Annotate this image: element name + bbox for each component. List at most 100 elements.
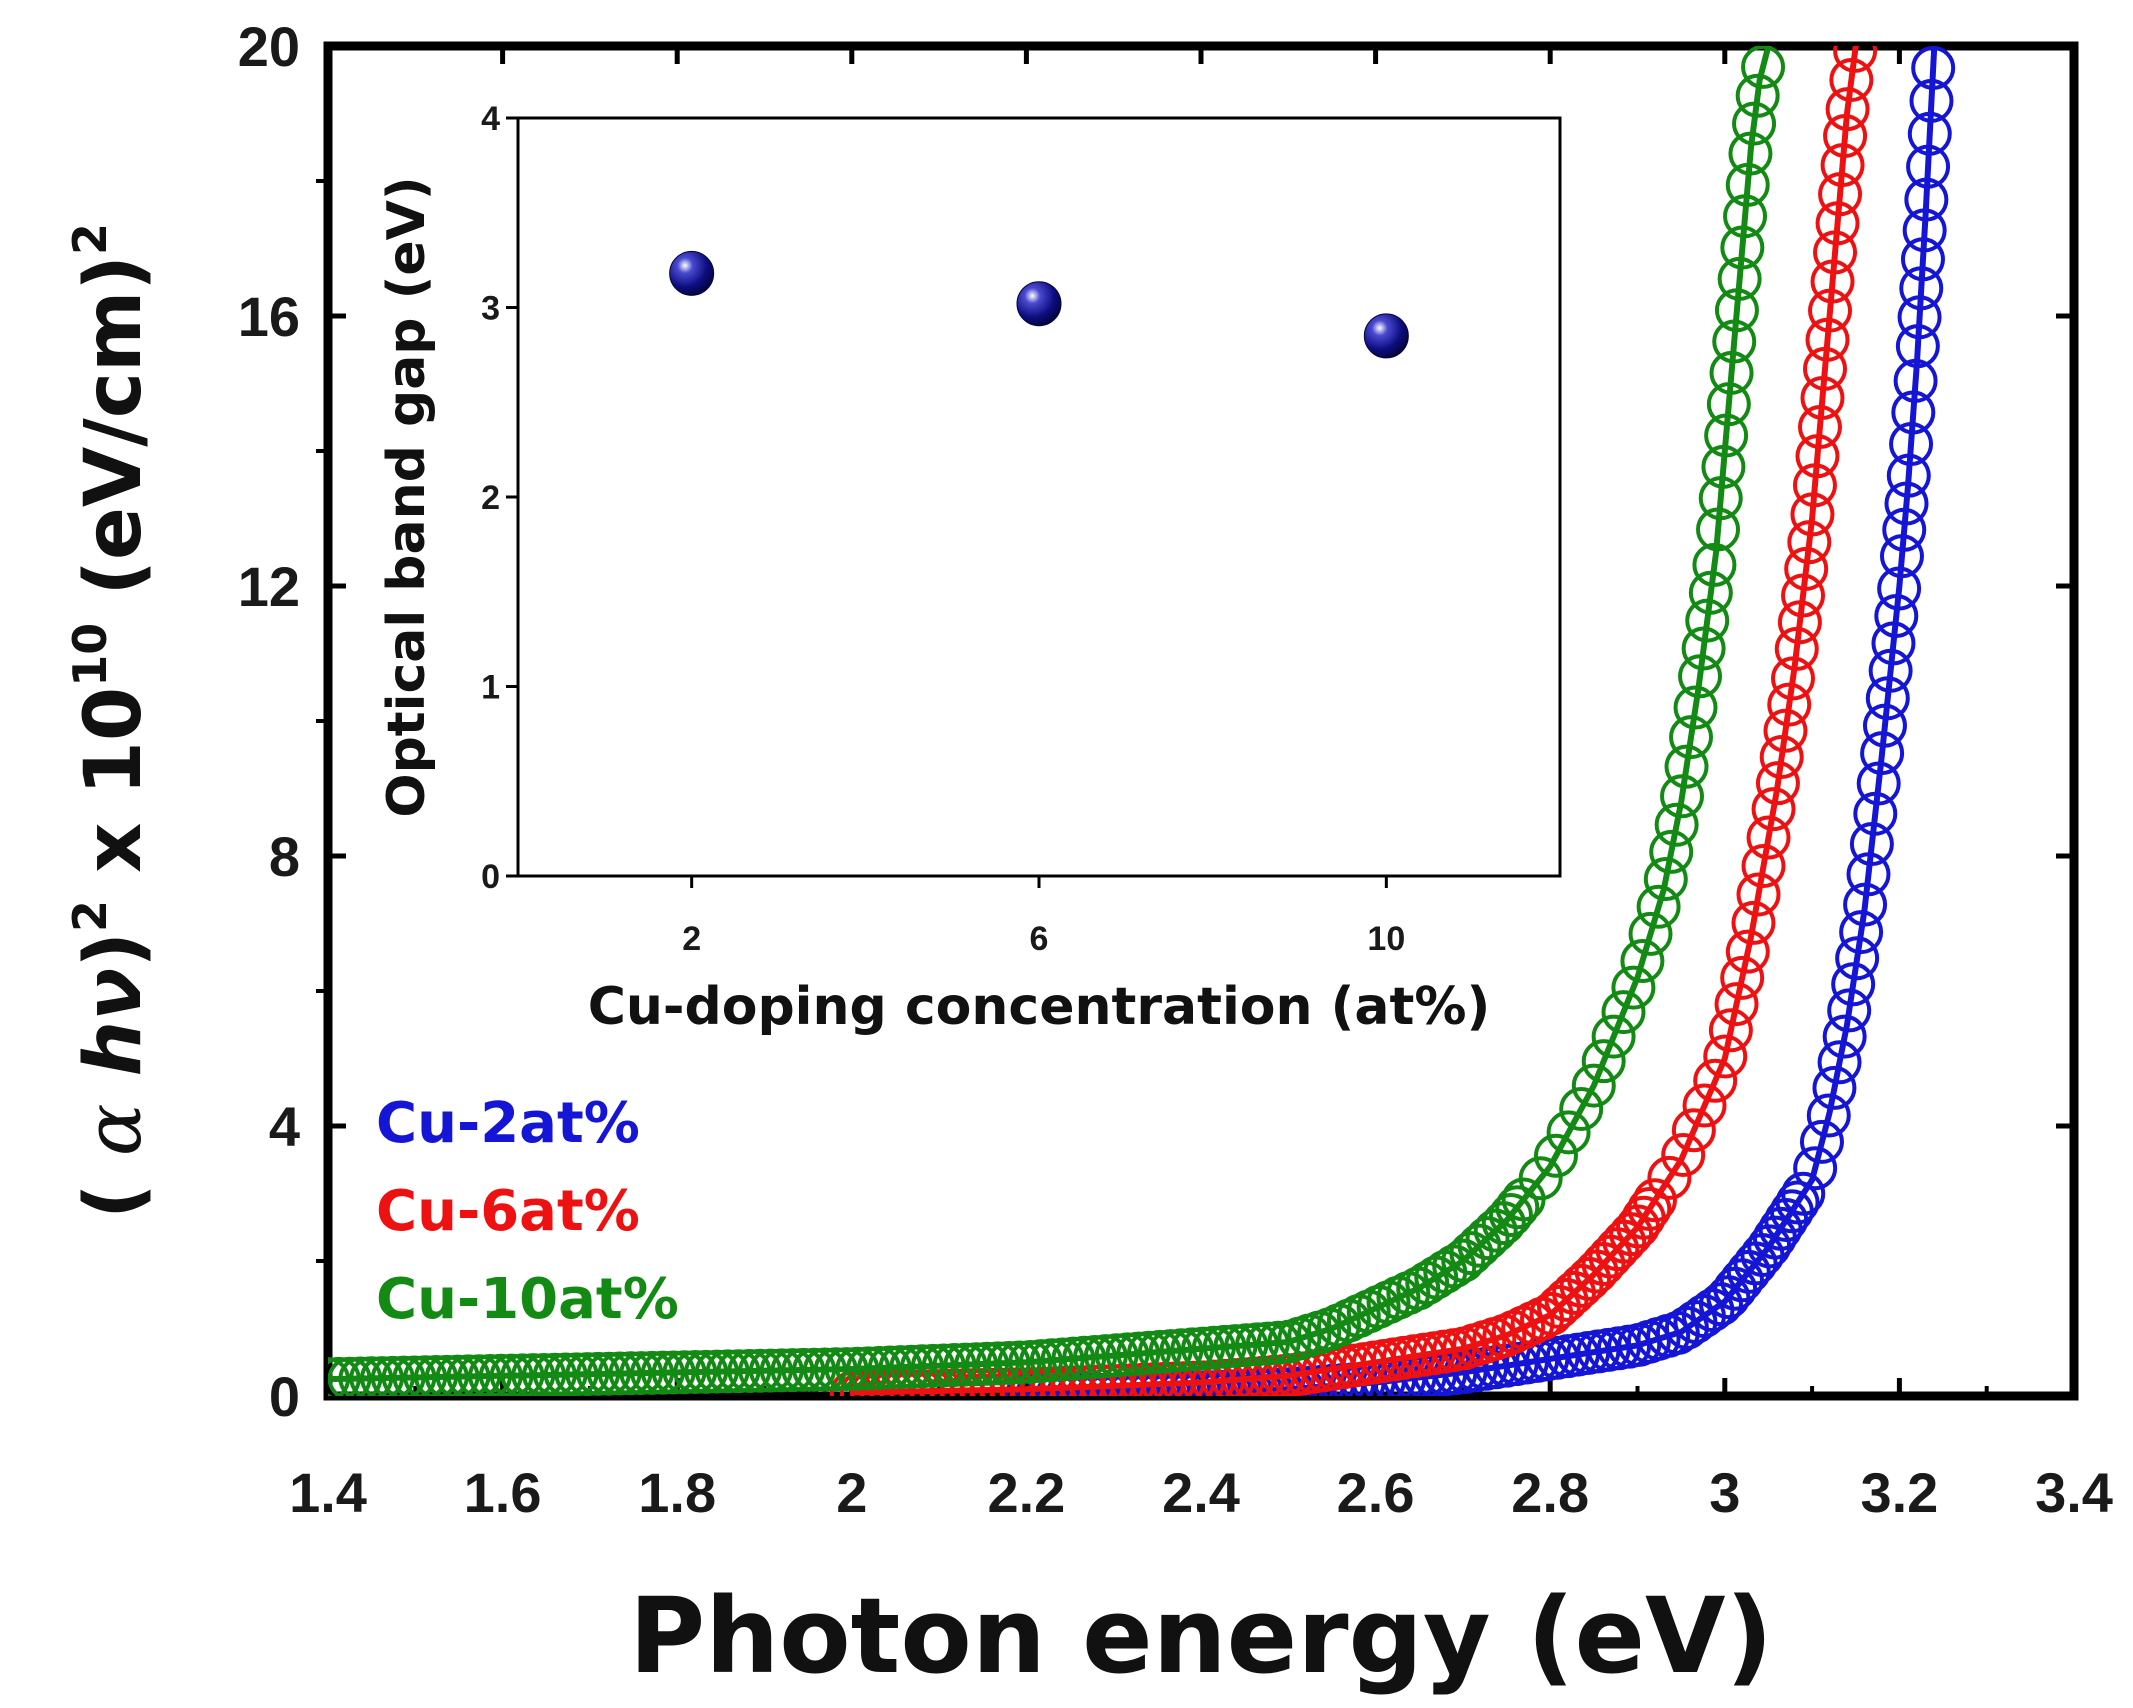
inset-point <box>669 250 715 296</box>
inset-x-tick-label: 6 <box>1030 920 1049 958</box>
data-point <box>1661 1133 1706 1178</box>
data-point <box>1831 962 1876 1007</box>
data-point <box>1571 1063 1616 1108</box>
ylabel-alpha: α <box>69 1103 159 1156</box>
data-point <box>1736 872 1781 917</box>
fit-line <box>851 46 1859 1396</box>
data-point <box>1682 1083 1727 1128</box>
data-point <box>1581 1039 1626 1084</box>
data-point <box>1654 802 1699 847</box>
data-point <box>1533 1133 1578 1178</box>
data-point <box>1741 843 1786 888</box>
inset-y-tick-label: 3 <box>481 290 500 328</box>
data-point <box>1671 1108 1716 1153</box>
inset-points-group <box>669 250 1409 359</box>
data-point <box>1839 910 1884 955</box>
main-y-tick-label: 0 <box>269 1365 300 1428</box>
main-x-tick-label: 3.2 <box>1860 1461 1938 1524</box>
data-point <box>1636 884 1681 929</box>
data-point <box>1518 1156 1563 1201</box>
data-point <box>1827 988 1872 1033</box>
inset-plot-frame <box>516 116 1562 878</box>
ylabel-hv: hν <box>69 968 159 1104</box>
data-point <box>1611 965 1656 1010</box>
data-point <box>1627 1186 1672 1231</box>
inset-y-axis-label: Optical band gap (eV) <box>377 176 437 817</box>
data-point <box>1449 1231 1494 1276</box>
main-x-tick-label: 2.8 <box>1511 1461 1589 1524</box>
inset-x-tick-labels: 2 6 10 <box>682 920 1405 958</box>
data-point <box>1703 1034 1748 1079</box>
inset-y-tick-label: 4 <box>481 100 500 138</box>
series-cu-6at- <box>829 46 1878 1396</box>
data-point <box>1793 1146 1838 1191</box>
main-y-tick-labels: 0 4 8 12 16 20 <box>238 15 300 1428</box>
data-point <box>1649 829 1694 874</box>
data-point <box>1835 936 1880 981</box>
main-x-tick-label: 1.8 <box>638 1461 716 1524</box>
main-y-tick-label: 12 <box>238 555 300 618</box>
main-x-tick-label: 2.4 <box>1162 1461 1240 1524</box>
data-point <box>1546 1110 1591 1155</box>
inset-x-axis-label: Cu-doping concentration (at%) <box>588 977 1490 1037</box>
main-y-tick-label: 20 <box>238 15 300 78</box>
inset-background <box>518 118 1560 876</box>
legend-entry-cu-2at: Cu-2at% <box>376 1091 640 1156</box>
ylabel-mid: x 10 <box>69 687 159 900</box>
data-point <box>1720 955 1765 1000</box>
data-point <box>1632 1178 1677 1223</box>
main-x-tick-label: 1.4 <box>289 1461 367 1524</box>
data-point <box>1457 1223 1502 1268</box>
main-x-tick-labels: 1.4 1.6 1.8 2 2.2 2.4 2.6 2.8 3 3.2 3.4 <box>289 1461 2113 1524</box>
ylabel-unit: (eV/cm) <box>69 255 159 623</box>
data-point <box>1495 1185 1540 1230</box>
data-point <box>1465 1216 1510 1261</box>
ylabel-close: ) <box>69 932 159 968</box>
data-point <box>1620 939 1665 984</box>
data-point <box>1488 1193 1533 1238</box>
inset-point <box>1363 313 1409 359</box>
main-x-tick-label: 3 <box>1709 1461 1740 1524</box>
data-point <box>1822 1014 1867 1059</box>
inset-y-tick-label: 1 <box>481 669 500 707</box>
data-point <box>1775 1180 1820 1225</box>
legend-entry-cu-10at: Cu-10at% <box>376 1267 679 1332</box>
data-point <box>1806 1093 1851 1138</box>
inset-y-tick-label: 2 <box>481 479 500 517</box>
ylabel-sup1: 2 <box>63 900 117 932</box>
main-series-group <box>328 46 1956 1396</box>
main-x-tick-label: 2.6 <box>1337 1461 1415 1524</box>
data-point <box>1741 46 1786 89</box>
legend-entry-cu-6at: Cu-6at% <box>376 1179 640 1244</box>
inset-x-tick-label: 10 <box>1367 920 1405 958</box>
data-point <box>1601 990 1646 1035</box>
data-point <box>1441 1238 1486 1283</box>
inset-point <box>1016 281 1062 327</box>
main-x-axis-label: Photon energy (eV) <box>629 1575 1773 1697</box>
main-y-tick-label: 16 <box>238 285 300 348</box>
data-point <box>1591 1014 1636 1059</box>
inset-y-tick-labels: 0 1 2 3 4 <box>481 100 500 896</box>
main-y-tick-label: 4 <box>269 1095 300 1158</box>
data-point <box>1628 911 1673 956</box>
ylabel-sup2: 10 <box>63 623 117 687</box>
main-x-tick-label: 1.6 <box>464 1461 542 1524</box>
data-point <box>1746 815 1791 860</box>
data-point <box>1708 1008 1753 1053</box>
data-point <box>1799 1119 1844 1164</box>
data-point <box>1693 1058 1738 1103</box>
data-point <box>1817 1040 1862 1085</box>
legend: Cu-2at% Cu-6at% Cu-10at% <box>376 1091 679 1332</box>
data-point <box>1731 900 1776 945</box>
inset-y-tick-label: 0 <box>481 858 500 896</box>
data-point <box>1643 857 1688 902</box>
data-point <box>1660 774 1705 819</box>
data-point <box>1647 1155 1692 1200</box>
fit-line <box>328 46 1772 1383</box>
ylabel-sup3: 2 <box>63 223 117 255</box>
data-point <box>1781 1171 1826 1216</box>
data-point <box>1812 1065 1857 1110</box>
data-point <box>1714 982 1759 1027</box>
main-x-tick-label: 2 <box>836 1461 867 1524</box>
